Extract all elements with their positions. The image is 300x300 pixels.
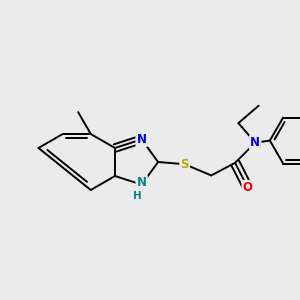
Text: H: H	[133, 191, 142, 201]
Text: N: N	[250, 136, 260, 149]
Text: N: N	[136, 133, 147, 146]
Text: S: S	[180, 158, 189, 171]
Text: O: O	[243, 181, 253, 194]
Text: N: N	[136, 176, 147, 189]
